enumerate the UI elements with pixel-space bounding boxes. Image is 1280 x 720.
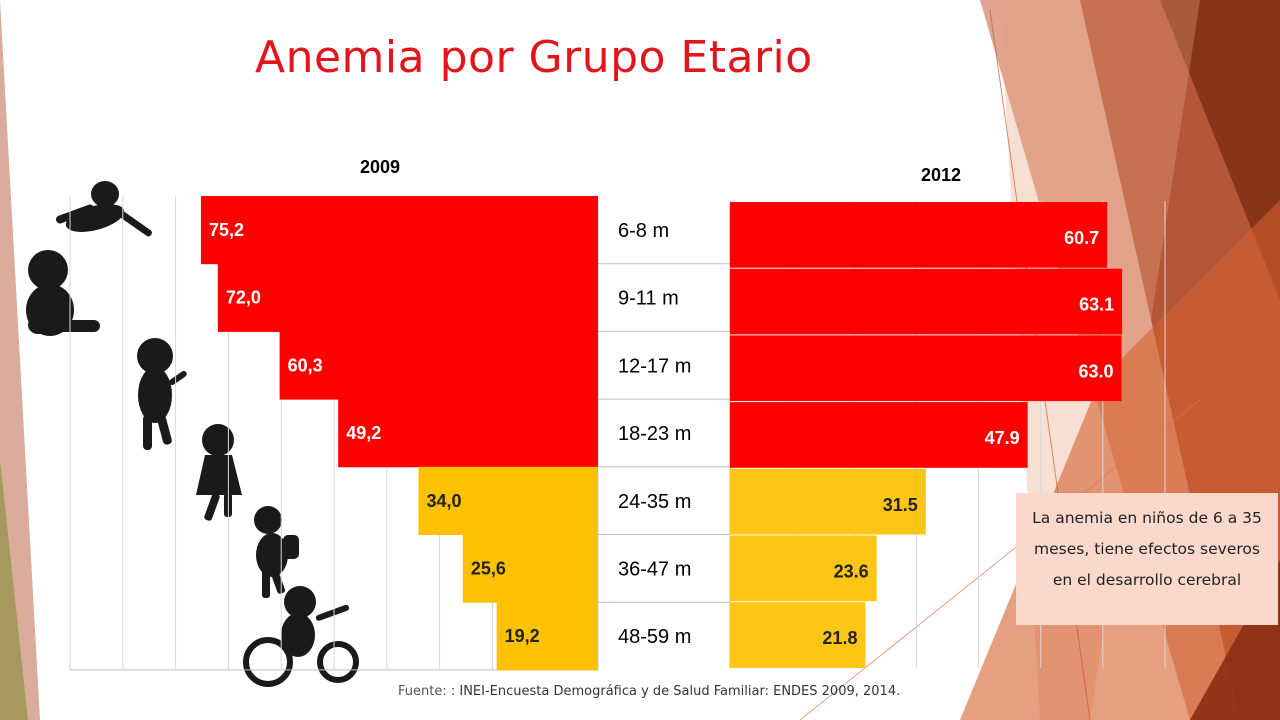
data-label-2012: 21.8 — [822, 628, 857, 648]
child-backpack-icon — [254, 506, 299, 598]
source-citation: Fuente: : INEI-Encuesta Demográfica y de… — [398, 684, 900, 699]
data-label-2009: 60,3 — [288, 355, 323, 375]
chart-2012: 60.7 63.1 63.0 47.9 31.5 23.6 21.8 — [729, 201, 1166, 668]
bar-2009 — [217, 263, 598, 332]
page-title: Anemia por Grupo Etario — [255, 32, 813, 83]
data-label-2009: 75,2 — [209, 220, 244, 240]
data-label-2012: 63.0 — [1078, 361, 1113, 381]
data-label-2009: 72,0 — [226, 288, 261, 308]
bar-2012 — [730, 402, 1028, 468]
data-label-2012: 31.5 — [883, 495, 918, 515]
category-label: 9-11 m — [618, 288, 679, 310]
bar-2012 — [730, 335, 1122, 402]
bar-2009 — [338, 399, 598, 468]
data-label-2009: 25,6 — [471, 559, 506, 579]
category-label: 12-17 m — [618, 355, 691, 377]
source-text: : INEI-Encuesta Demográfica y de Salud F… — [450, 684, 901, 699]
sitting-baby-icon — [26, 250, 100, 336]
bar-2012 — [730, 535, 877, 602]
category-label: 48-59 m — [618, 626, 691, 648]
note-box: La anemia en niños de 6 a 35 meses, tien… — [1016, 493, 1278, 625]
data-label-2012: 47.9 — [985, 428, 1020, 448]
bar-2009 — [418, 466, 598, 535]
category-label: 6-8 m — [618, 220, 669, 242]
chart-2009-title: 2009 — [360, 157, 401, 177]
source-label: Fuente: — [398, 684, 447, 699]
data-label-2009: 34,0 — [426, 491, 461, 511]
bar-2009 — [279, 331, 598, 400]
data-label-2009: 19,2 — [505, 626, 540, 646]
children-silhouettes — [26, 181, 359, 687]
category-label: 24-35 m — [618, 491, 691, 513]
bar-2012 — [730, 602, 866, 668]
data-label-2012: 23.6 — [834, 562, 869, 582]
bar-2009 — [462, 534, 598, 603]
data-label-2009: 49,2 — [346, 423, 381, 443]
toddler-standing-icon — [137, 338, 187, 450]
bar-2009 — [200, 196, 598, 265]
bar-2009 — [496, 602, 598, 671]
chart-2009: 75,2 72,0 60,3 49,2 34,0 25,6 19,2 — [69, 196, 730, 671]
bar-2012 — [730, 468, 926, 535]
category-label: 36-47 m — [618, 559, 691, 581]
toddler-walking-icon — [196, 424, 242, 521]
child-bicycle-icon — [243, 586, 359, 687]
category-labels: 6-8 m 9-11 m 12-17 m 18-23 m 24-35 m 36-47 m 4… — [618, 220, 691, 648]
category-label: 18-23 m — [618, 423, 691, 445]
data-label-2012: 63.1 — [1079, 295, 1114, 315]
bar-2012 — [730, 268, 1123, 335]
bar-2012 — [730, 202, 1108, 268]
data-label-2012: 60.7 — [1064, 228, 1099, 248]
chart-2012-title: 2012 — [921, 165, 962, 185]
